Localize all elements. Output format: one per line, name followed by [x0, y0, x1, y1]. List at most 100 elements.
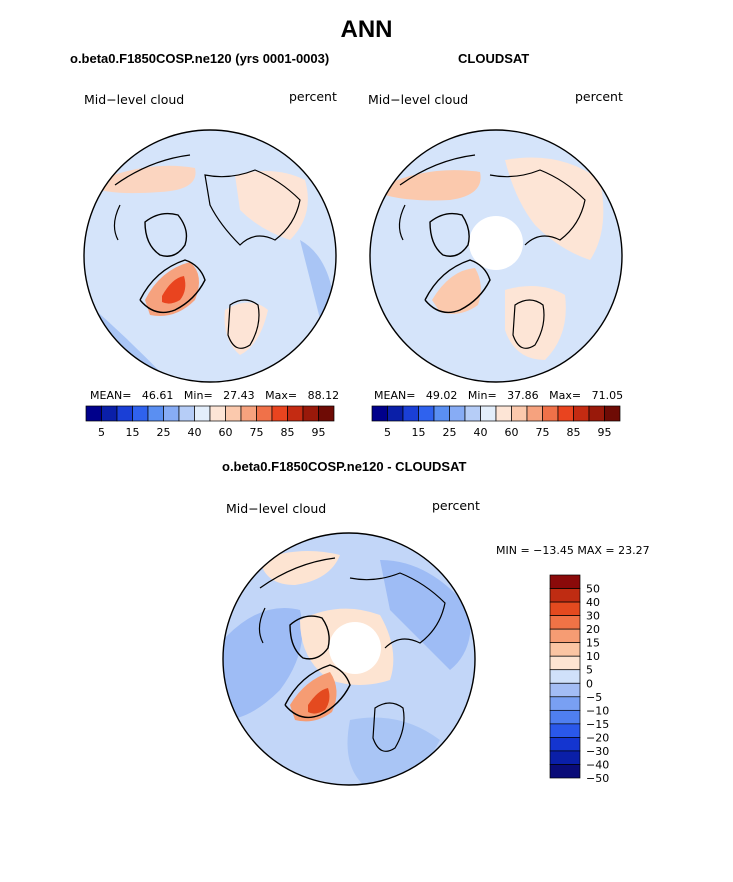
colorbar-3-swatch	[549, 615, 581, 630]
map-2-warm-region-c	[432, 268, 481, 314]
colorbar-3-tick-label: 15	[586, 637, 600, 650]
colorbar-3-swatch	[549, 601, 581, 616]
map-3-warm-region-c	[308, 688, 330, 714]
map-1-coast-north-america	[139, 259, 206, 314]
colorbar-1-tick-label: 40	[188, 426, 202, 439]
colorbar-3-swatch	[549, 642, 581, 657]
colorbar-3-swatch	[549, 588, 581, 603]
colorbar-1-tick-label: 5	[98, 426, 105, 439]
colorbar-2-swatch	[464, 405, 481, 422]
colorbar-1-swatch	[163, 405, 180, 422]
colorbar-1-swatch	[132, 405, 149, 422]
panel-2-units-label: percent	[575, 89, 623, 104]
colorbar-2-swatch	[387, 405, 404, 422]
colorbar-1-swatch	[194, 405, 211, 422]
map-2-coast-eurasia	[489, 169, 586, 246]
colorbar-2-tick-label: 60	[505, 426, 519, 439]
panel-1-variable-label: Mid−level cloud	[84, 92, 185, 107]
colorbar-1-swatch	[101, 405, 118, 422]
colorbar-1-swatch	[85, 405, 102, 422]
colorbar-2-swatch	[418, 405, 435, 422]
colorbar-1-swatch	[318, 405, 335, 422]
map-3-border	[222, 532, 476, 786]
map-2-coast-scandinavia	[512, 299, 545, 349]
panel-1-map	[83, 129, 337, 383]
colorbar-1-tick-label: 25	[157, 426, 171, 439]
colorbar-2-swatch	[449, 405, 466, 422]
map-3-blue-region-c	[347, 717, 440, 785]
colorbar-1-swatch	[256, 405, 273, 422]
map-1-coast-greenland	[144, 212, 188, 257]
map-3-coast-alaska	[258, 557, 336, 644]
panel-2-min-label: Min=	[467, 389, 497, 402]
panel-1-mean-label: MEAN=	[90, 389, 132, 402]
colorbar-2-swatch	[526, 405, 543, 422]
map-1-warm-region-a	[100, 165, 196, 194]
colorbar-3-tick-label: −20	[586, 731, 609, 744]
colorbar-3-tick-label: 50	[586, 583, 600, 596]
colorbar-2-swatch	[495, 405, 512, 422]
map-2-coast-alaska	[398, 154, 476, 241]
colorbar-1-swatch	[178, 405, 195, 422]
map-1-coast-scandinavia	[227, 299, 260, 349]
colorbar-3-tick-label: 20	[586, 623, 600, 636]
colorbar-2-swatch	[511, 405, 528, 422]
panel-2-header: CLOUDSAT	[458, 51, 530, 66]
colorbar-2-swatch	[573, 405, 590, 422]
panel-1-colorbar: 5 15 25 40 60 75 85 95	[85, 405, 335, 439]
colorbar-1-swatch	[240, 405, 257, 422]
colorbar-3-swatch	[549, 723, 581, 738]
map-1-coast-eurasia	[204, 169, 301, 246]
panel-2-mean-value: 49.02	[425, 389, 458, 402]
map-3-missing-data	[329, 622, 381, 674]
colorbar-3-tick-label: 5	[586, 664, 593, 677]
panel-1-min-value: 27.43	[223, 389, 255, 402]
colorbar-1-swatch	[271, 405, 288, 422]
map-1-warm-region-e	[224, 302, 268, 355]
colorbar-3-swatch	[549, 696, 581, 711]
panel-1-max-value: 88.12	[307, 389, 340, 402]
colorbar-1-swatch	[302, 405, 319, 422]
colorbar-1-swatch	[209, 405, 226, 422]
colorbar-3-tick-label: 40	[586, 596, 600, 609]
panel-2-mean-label: MEAN=	[374, 389, 416, 402]
panel-1-min-label: Min=	[183, 389, 213, 402]
colorbar-2-tick-label: 15	[412, 426, 426, 439]
map-1-warm-region-b	[235, 171, 308, 240]
colorbar-1-swatch	[225, 405, 242, 422]
panel-2-max-value: 71.05	[591, 389, 624, 402]
colorbar-3-tick-label: 10	[586, 650, 600, 663]
colorbar-2-swatch	[542, 405, 559, 422]
colorbar-3-swatch	[549, 574, 581, 589]
figure-title: ANN	[340, 16, 393, 43]
panel-3-units-label: percent	[432, 498, 480, 513]
colorbar-3-swatch	[549, 669, 581, 684]
panel-3-variable-label: Mid−level cloud	[226, 501, 327, 516]
colorbar-2-swatch	[604, 405, 621, 422]
map-1-coast-alaska	[113, 154, 191, 241]
colorbar-2-swatch	[371, 405, 388, 422]
colorbar-2-swatch	[480, 405, 497, 422]
map-3-coast-greenland	[289, 615, 330, 660]
colorbar-2-tick-label: 40	[474, 426, 488, 439]
colorbar-1-tick-label: 85	[281, 426, 295, 439]
colorbar-3-tick-label: −50	[586, 772, 609, 785]
colorbar-3-tick-label: −5	[586, 691, 602, 704]
map-3-coast-north-america	[284, 664, 351, 719]
colorbar-3-tick-label: −30	[586, 745, 609, 758]
colorbar-2-tick-label: 85	[567, 426, 581, 439]
map-2-warm-region-b	[505, 157, 604, 260]
colorbar-3-tick-label: 30	[586, 610, 600, 623]
colorbar-3-swatch	[549, 628, 581, 644]
panel-2-stats: MEAN= 49.02 Min= 37.86 Max= 71.05	[374, 389, 623, 402]
colorbar-3-tick-label: −40	[586, 758, 609, 771]
panel-2-min-value: 37.86	[507, 389, 539, 402]
colorbar-2-swatch	[433, 405, 450, 422]
map-3-blue-region-a	[223, 608, 303, 720]
map-2-border	[369, 129, 623, 383]
panel-2-map	[369, 129, 623, 383]
colorbar-1-tick-label: 75	[250, 426, 264, 439]
colorbar-3-tick-label: −10	[586, 704, 609, 717]
